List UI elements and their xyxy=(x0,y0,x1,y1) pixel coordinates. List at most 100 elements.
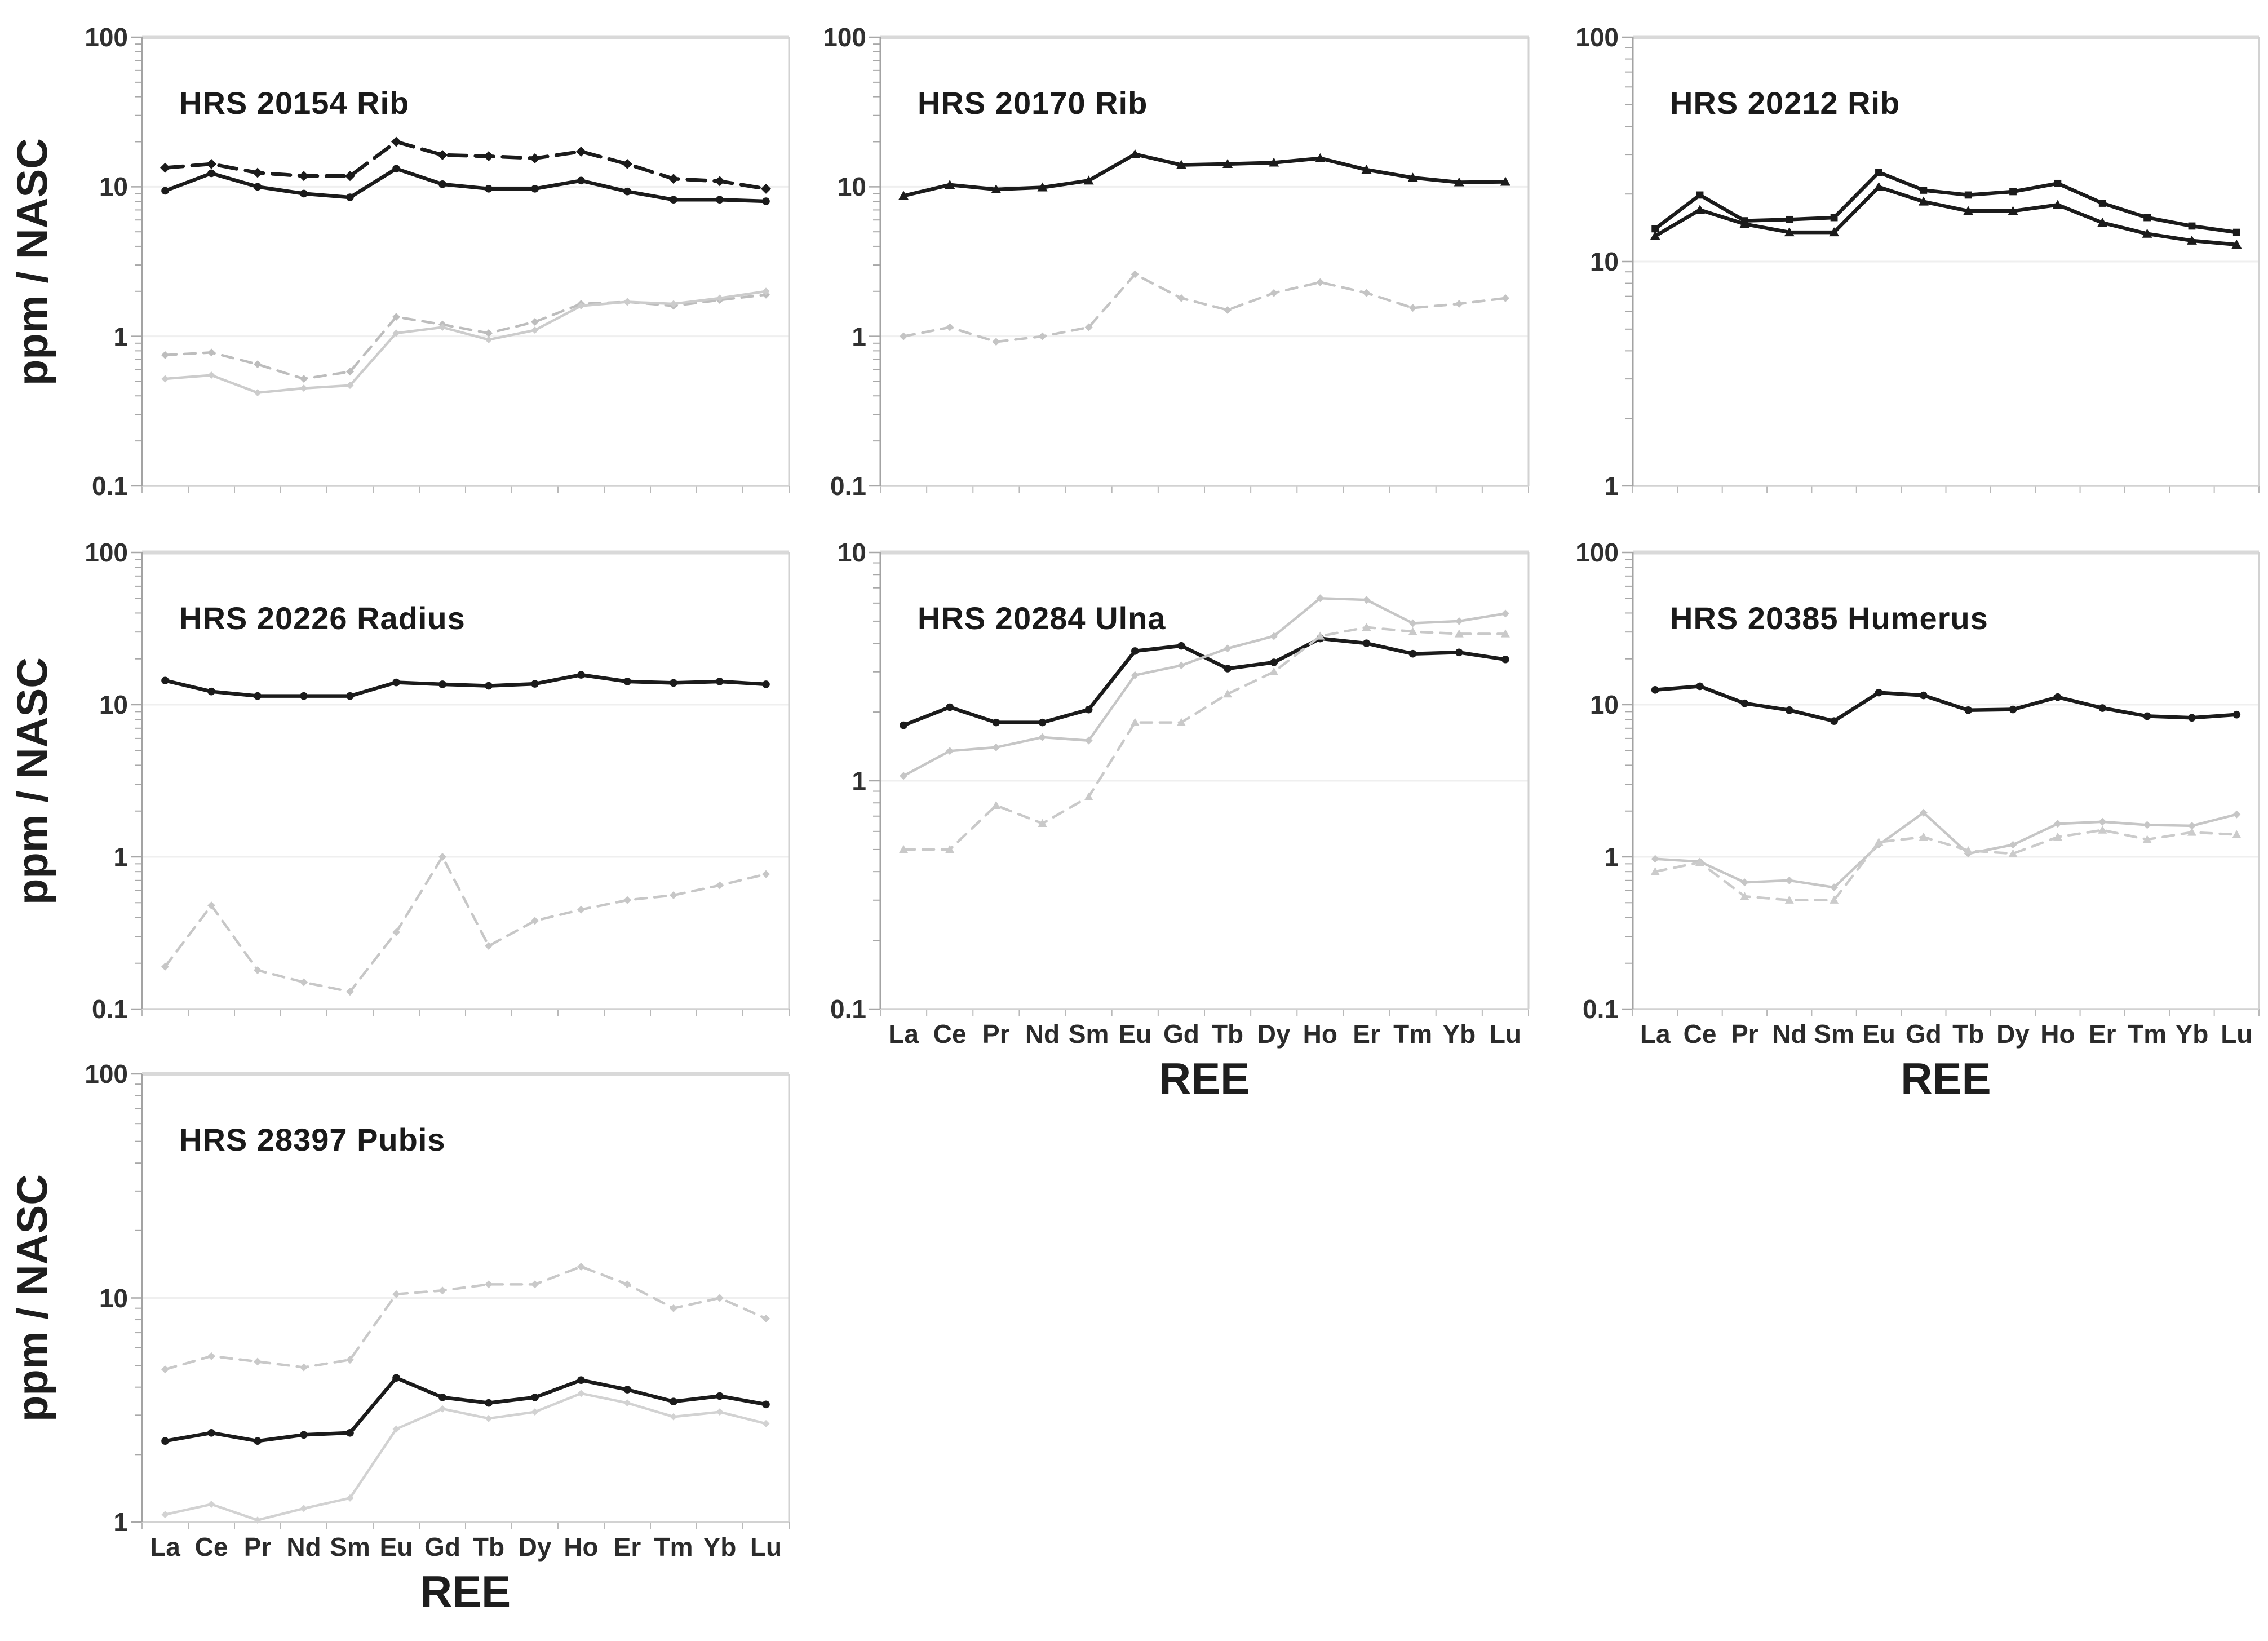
data-point-marker xyxy=(1501,609,1509,618)
data-point-marker xyxy=(346,193,354,201)
data-point-marker xyxy=(1224,644,1232,653)
data-point-marker xyxy=(485,185,493,193)
x-axis-tick-label: Sm xyxy=(1068,1019,1109,1049)
data-point-marker xyxy=(946,747,954,755)
data-point-marker xyxy=(1176,718,1186,726)
data-point-marker xyxy=(716,1392,724,1400)
data-point-marker xyxy=(254,1357,262,1366)
y-axis-tick-label: 100 xyxy=(85,538,128,567)
y-axis-tick-label: 100 xyxy=(1575,538,1619,567)
series-line-gray-dashed xyxy=(902,626,1507,851)
chart-hrs-20170-rib: HRS 20170 Rib 100 10 1 0.1 xyxy=(823,23,1530,501)
data-point-marker xyxy=(1740,892,1749,900)
data-point-marker xyxy=(392,1374,400,1382)
data-point-marker xyxy=(2054,693,2062,701)
y-axis-tick-label: 1 xyxy=(113,1507,128,1537)
x-axis-tick-label: Ho xyxy=(1303,1019,1337,1049)
data-point-marker xyxy=(1038,718,1047,727)
data-point-marker xyxy=(2232,228,2240,236)
data-point-marker xyxy=(438,1286,446,1295)
data-point-marker xyxy=(438,1394,446,1401)
data-point-marker xyxy=(2231,239,2242,249)
data-point-marker xyxy=(2009,705,2017,714)
data-point-marker xyxy=(761,183,771,194)
data-point-marker xyxy=(2053,832,2062,841)
data-point-marker xyxy=(531,326,539,334)
series-line-gray-solid xyxy=(902,597,1507,777)
data-point-marker xyxy=(1408,619,1417,627)
data-point-marker xyxy=(254,183,262,191)
data-point-marker xyxy=(623,896,631,904)
x-axis-tick-label: Er xyxy=(1353,1019,1380,1049)
data-point-marker xyxy=(1269,667,1279,676)
data-point-marker xyxy=(1083,175,1094,185)
chart-hrs-20154-rib: HRS 20154 Rib 100 10 1 0.1 xyxy=(85,23,790,501)
data-point-marker xyxy=(2098,704,2107,712)
data-point-marker xyxy=(1408,627,1418,635)
x-axis-tick-label: Nd xyxy=(1772,1019,1807,1049)
data-point-marker xyxy=(1786,215,1793,223)
plot-area xyxy=(1622,35,2260,493)
data-point-marker xyxy=(207,169,215,178)
data-point-marker xyxy=(991,184,1002,194)
data-point-marker xyxy=(1455,648,1463,657)
data-point-marker xyxy=(437,150,448,161)
data-point-marker xyxy=(485,1399,493,1407)
data-point-marker xyxy=(1650,867,1660,875)
data-point-marker xyxy=(254,1437,262,1445)
chart-title: HRS 20385 Humerus xyxy=(1670,600,1988,636)
x-axis-tick-label: La xyxy=(888,1019,919,1049)
y-axis-tick-label: 1 xyxy=(1604,471,1619,501)
data-point-marker xyxy=(1784,227,1795,237)
data-point-marker xyxy=(1830,717,1838,725)
data-point-marker xyxy=(438,1405,446,1413)
data-point-marker xyxy=(992,718,1000,727)
data-point-marker xyxy=(2097,218,2108,227)
x-axis-tick-label: Nd xyxy=(286,1532,321,1562)
y-axis-tick-label: 0.1 xyxy=(830,994,866,1024)
data-point-marker xyxy=(161,187,169,195)
y-axis-tick-label: 10 xyxy=(837,538,866,567)
x-axis-tick-label: Ho xyxy=(2040,1019,2075,1049)
data-point-marker xyxy=(1407,172,1418,182)
data-point-marker xyxy=(1651,855,1659,863)
series-line-gray-solid xyxy=(1654,811,2238,889)
data-point-marker xyxy=(898,191,909,200)
data-point-marker xyxy=(161,962,169,971)
chart-hrs-20212-rib: HRS 20212 Rib 100 10 1 xyxy=(1575,23,2260,501)
data-point-marker xyxy=(2188,222,2196,230)
data-point-marker xyxy=(623,1280,631,1289)
data-point-marker xyxy=(1270,632,1278,640)
y-axis-tick-label: 100 xyxy=(85,1059,128,1089)
data-point-marker xyxy=(1177,294,1185,302)
y-axis-tick-label: 1 xyxy=(113,321,128,351)
data-point-marker xyxy=(762,1400,770,1409)
x-axis-tick-label: Dy xyxy=(1996,1019,2030,1049)
series-line-black-dashed xyxy=(163,140,768,191)
data-point-marker xyxy=(670,300,677,308)
data-point-marker xyxy=(762,1419,770,1427)
data-point-marker xyxy=(1875,169,1882,176)
series-line-gray-dashed xyxy=(163,855,768,993)
x-axis-tick-label: Lu xyxy=(750,1532,782,1562)
data-point-marker xyxy=(1223,689,1233,698)
x-axis-tick-label: Er xyxy=(2088,1019,2116,1049)
series-line-gray-dashed xyxy=(1654,829,2238,901)
data-point-marker xyxy=(1785,876,1793,884)
data-point-marker xyxy=(1084,705,1093,714)
data-point-marker xyxy=(161,1511,169,1519)
data-point-marker xyxy=(300,375,308,383)
data-point-marker xyxy=(1038,332,1047,340)
data-point-marker xyxy=(577,1262,585,1271)
data-point-marker xyxy=(2186,235,2197,245)
chart-hrs-20226-radius: HRS 20226 Radius 100 10 1 0.1 xyxy=(85,538,790,1024)
data-point-marker xyxy=(1315,631,1325,640)
data-point-marker xyxy=(1784,895,1794,904)
data-point-marker xyxy=(1177,642,1185,650)
data-point-marker xyxy=(1919,808,1928,817)
data-point-marker xyxy=(392,313,400,321)
data-point-marker xyxy=(670,196,677,204)
data-point-marker xyxy=(623,298,631,306)
chart-title: HRS 20284 Ulna xyxy=(918,600,1166,636)
data-point-marker xyxy=(1651,686,1659,694)
